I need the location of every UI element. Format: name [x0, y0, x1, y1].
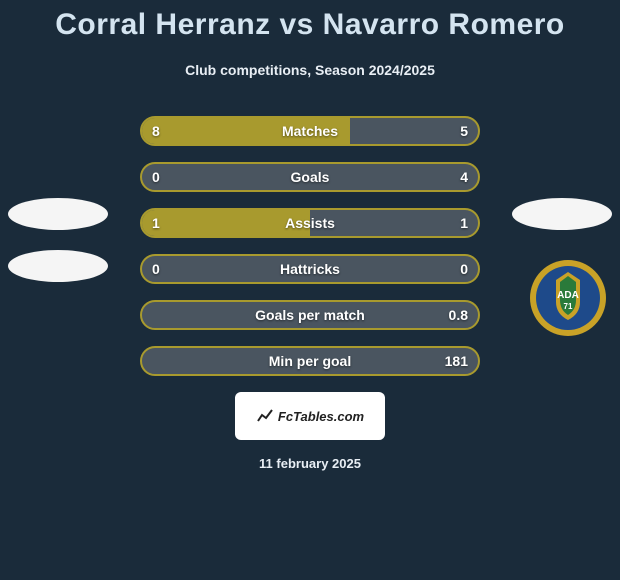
stat-row: 1 Assists 1 [140, 208, 480, 238]
stat-label: Assists [285, 215, 335, 231]
stat-label: Min per goal [269, 353, 351, 369]
stat-value-right: 181 [445, 353, 468, 369]
player-left-avatar-2 [8, 250, 108, 282]
stat-value-right: 4 [460, 169, 468, 185]
stat-value-right: 1 [460, 215, 468, 231]
stat-value-left: 1 [152, 215, 160, 231]
page-title: Corral Herranz vs Navarro Romero [0, 0, 620, 42]
stat-row: 0 Hattricks 0 [140, 254, 480, 284]
stat-label: Matches [282, 123, 338, 139]
stat-value-left: 8 [152, 123, 160, 139]
brand-badge: FcTables.com [235, 392, 385, 440]
stat-row: Goals per match 0.8 [140, 300, 480, 330]
stat-value-right: 0.8 [449, 307, 468, 323]
player-left-avatar-1 [8, 198, 108, 230]
brand-label: FcTables.com [278, 409, 364, 424]
stat-row: 8 Matches 5 [140, 116, 480, 146]
club-badge-right: ADA 71 [528, 258, 608, 338]
stat-label: Goals per match [255, 307, 365, 323]
footer-date: 11 february 2025 [0, 456, 620, 471]
stat-value-right: 0 [460, 261, 468, 277]
subtitle: Club competitions, Season 2024/2025 [0, 62, 620, 78]
stat-label: Hattricks [280, 261, 340, 277]
svg-text:71: 71 [564, 302, 573, 311]
stat-value-left: 0 [152, 169, 160, 185]
stat-value-left: 0 [152, 261, 160, 277]
stat-value-right: 5 [460, 123, 468, 139]
stat-label: Goals [291, 169, 330, 185]
stat-row: Min per goal 181 [140, 346, 480, 376]
svg-text:ADA: ADA [557, 290, 579, 301]
stats-container: 8 Matches 5 0 Goals 4 1 Assists 1 0 Hattricks 0 Goal… [140, 116, 480, 376]
player-right-avatar-1 [512, 198, 612, 230]
stat-row: 0 Goals 4 [140, 162, 480, 192]
